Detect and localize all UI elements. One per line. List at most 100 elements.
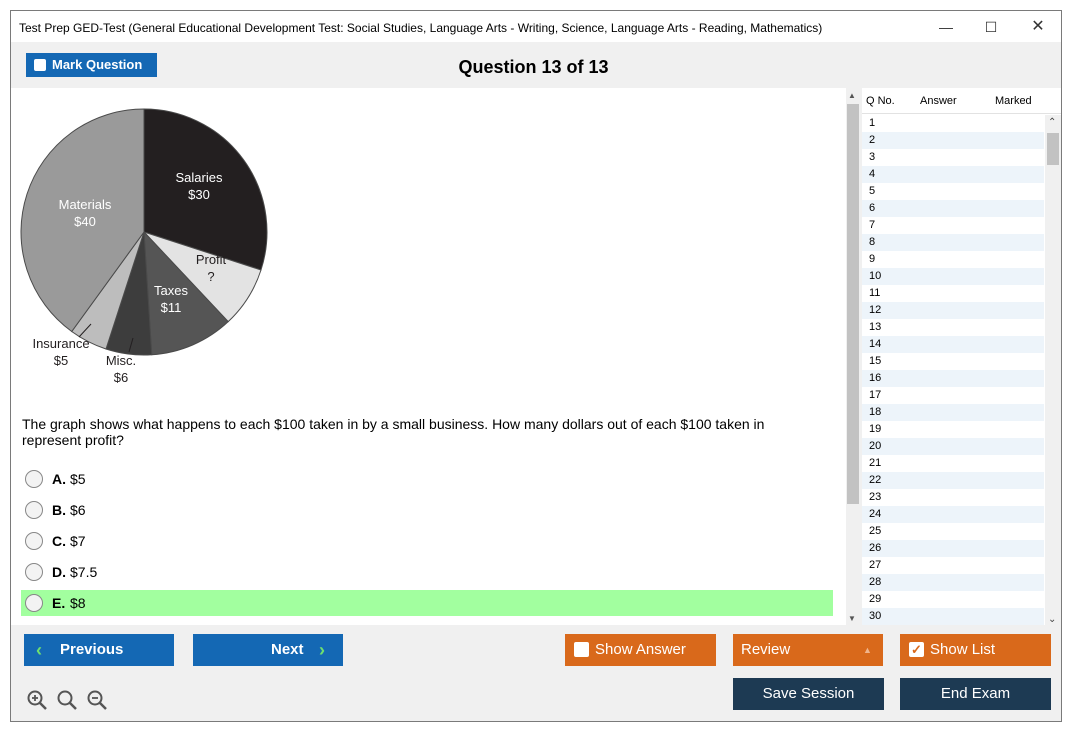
list-row[interactable]: 9: [869, 253, 876, 265]
list-row[interactable]: 5: [869, 185, 876, 197]
list-row[interactable]: 29: [869, 593, 882, 605]
zoom-out-icon[interactable]: [86, 689, 108, 711]
scroll-up-icon[interactable]: ▲: [848, 91, 856, 100]
pie-value-label: $40: [74, 214, 96, 229]
list-row[interactable]: 8: [862, 234, 1044, 251]
list-row[interactable]: 12: [862, 302, 1044, 319]
option-letter: D.: [52, 564, 66, 580]
pie-label: Misc.: [106, 353, 136, 368]
list-row[interactable]: 22: [862, 472, 1044, 489]
list-row[interactable]: 19: [869, 423, 882, 435]
list-row[interactable]: 28: [862, 574, 1044, 591]
radio-d[interactable]: [25, 563, 43, 581]
list-row[interactable]: 24: [862, 506, 1044, 523]
end-exam-button[interactable]: End Exam: [900, 678, 1051, 710]
list-rows: 1 2 3 4 5 6 7 8 9 10 11 12 13 14 15 16 17 18 19 20 21 22 23 24 2…: [862, 115, 1044, 625]
option-text: $6: [70, 502, 86, 518]
list-row[interactable]: 18: [862, 404, 1044, 421]
question-pane: Salaries $30 Profit? Taxes $11 Misc. $6 Insuran…: [11, 88, 846, 625]
pie-slice-materials: [20, 108, 145, 333]
list-row[interactable]: 21: [869, 457, 882, 469]
next-button[interactable]: Next ›: [193, 634, 343, 666]
leader-line: [78, 323, 92, 338]
pie-chart: Salaries $30 Profit? Taxes $11 Misc. $6 Insuran…: [20, 108, 268, 385]
list-row[interactable]: 14: [862, 336, 1044, 353]
mark-question-button[interactable]: Mark Question: [26, 53, 157, 77]
option-letter: B.: [52, 502, 66, 518]
option-e[interactable]: E. $8: [21, 590, 833, 616]
list-row[interactable]: 16: [862, 370, 1044, 387]
pie-label: Salaries: [176, 170, 223, 185]
close-icon[interactable]: ✕: [1031, 18, 1045, 35]
zoom-in-icon[interactable]: [26, 689, 48, 711]
list-row[interactable]: 17: [869, 389, 882, 401]
list-scroll-thumb[interactable]: [1047, 133, 1059, 165]
list-row[interactable]: 23: [869, 491, 882, 503]
list-row[interactable]: 20: [862, 438, 1044, 455]
radio-e[interactable]: [25, 594, 43, 612]
app-window: Test Prep GED-Test (General Educational …: [10, 10, 1062, 722]
option-a[interactable]: A. $5: [21, 466, 833, 492]
chevron-left-icon: ‹: [36, 640, 42, 660]
mark-question-label: Mark Question: [52, 57, 143, 72]
pie-slice-salaries: [143, 108, 268, 271]
list-row[interactable]: 2: [862, 132, 1044, 149]
option-c[interactable]: C. $7: [21, 528, 833, 554]
scroll-thumb[interactable]: [847, 104, 859, 504]
list-header: Q No. Answer Marked: [862, 88, 1061, 114]
option-d[interactable]: D. $7.5: [21, 559, 833, 585]
checkbox-icon[interactable]: [574, 642, 589, 657]
chevron-down-icon[interactable]: ⌄: [1048, 614, 1057, 625]
list-row[interactable]: 6: [862, 200, 1044, 217]
save-session-button[interactable]: Save Session: [733, 678, 884, 710]
list-row[interactable]: 11: [869, 287, 881, 299]
previous-button[interactable]: ‹ Previous: [24, 634, 174, 666]
list-row[interactable]: 27: [869, 559, 882, 571]
checked-checkbox-icon[interactable]: ✓: [909, 642, 924, 657]
col-qno[interactable]: Q No.: [866, 95, 895, 107]
list-row[interactable]: 4: [862, 166, 1044, 183]
zoom-reset-icon[interactable]: [56, 689, 78, 711]
list-row[interactable]: 10: [862, 268, 1044, 285]
pie-labels: Salaries $30 Profit? Taxes $11 Misc. $6 Insuran…: [32, 170, 226, 385]
review-dropdown[interactable]: Review ▲: [733, 634, 883, 666]
next-label: Next: [271, 641, 304, 658]
maximize-icon[interactable]: ☐: [984, 19, 998, 35]
list-row[interactable]: 1: [869, 117, 876, 129]
option-b[interactable]: B. $6: [21, 497, 833, 523]
show-list-label: Show List: [930, 641, 996, 658]
list-scrollbar[interactable]: ⌃ ⌄: [1045, 115, 1061, 625]
list-row[interactable]: 26: [862, 540, 1044, 557]
scroll-down-icon[interactable]: ▼: [848, 614, 856, 623]
window-title: Test Prep GED-Test (General Educational …: [19, 21, 823, 35]
minimize-icon[interactable]: —: [939, 19, 953, 35]
chevron-up-icon[interactable]: ⌃: [1048, 117, 1057, 128]
checkbox-icon[interactable]: [34, 59, 46, 71]
list-row[interactable]: 15: [869, 355, 882, 367]
pie-value-label: $6: [114, 370, 128, 385]
pie-value-label: $5: [54, 353, 68, 368]
option-text: $7.5: [70, 564, 98, 580]
option-text: $8: [70, 595, 86, 611]
show-list-button[interactable]: ✓ Show List: [900, 634, 1051, 666]
question-list: Q No. Answer Marked 1 2 3 4 5 6 7 8 9 10 11 12 13 14 1…: [862, 88, 1061, 625]
list-row[interactable]: 30: [862, 608, 1044, 625]
option-letter: E.: [52, 595, 66, 611]
col-marked[interactable]: Marked: [995, 95, 1032, 107]
chevron-right-icon: ›: [319, 640, 325, 660]
radio-b[interactable]: [25, 501, 43, 519]
list-row[interactable]: 7: [869, 219, 876, 231]
list-row[interactable]: 25: [869, 525, 882, 537]
pie-value-label: ?: [207, 269, 214, 284]
list-row[interactable]: 13: [869, 321, 882, 333]
radio-c[interactable]: [25, 532, 43, 550]
col-answer[interactable]: Answer: [920, 95, 957, 107]
previous-label: Previous: [60, 641, 124, 658]
option-text: $5: [70, 471, 86, 487]
show-answer-button[interactable]: Show Answer: [565, 634, 716, 666]
list-row[interactable]: 3: [869, 151, 876, 163]
question-scrollbar[interactable]: ▲ ▼: [846, 88, 860, 625]
option-text: $7: [70, 533, 86, 549]
title-bar: Test Prep GED-Test (General Educational …: [11, 11, 1061, 42]
radio-a[interactable]: [25, 470, 43, 488]
